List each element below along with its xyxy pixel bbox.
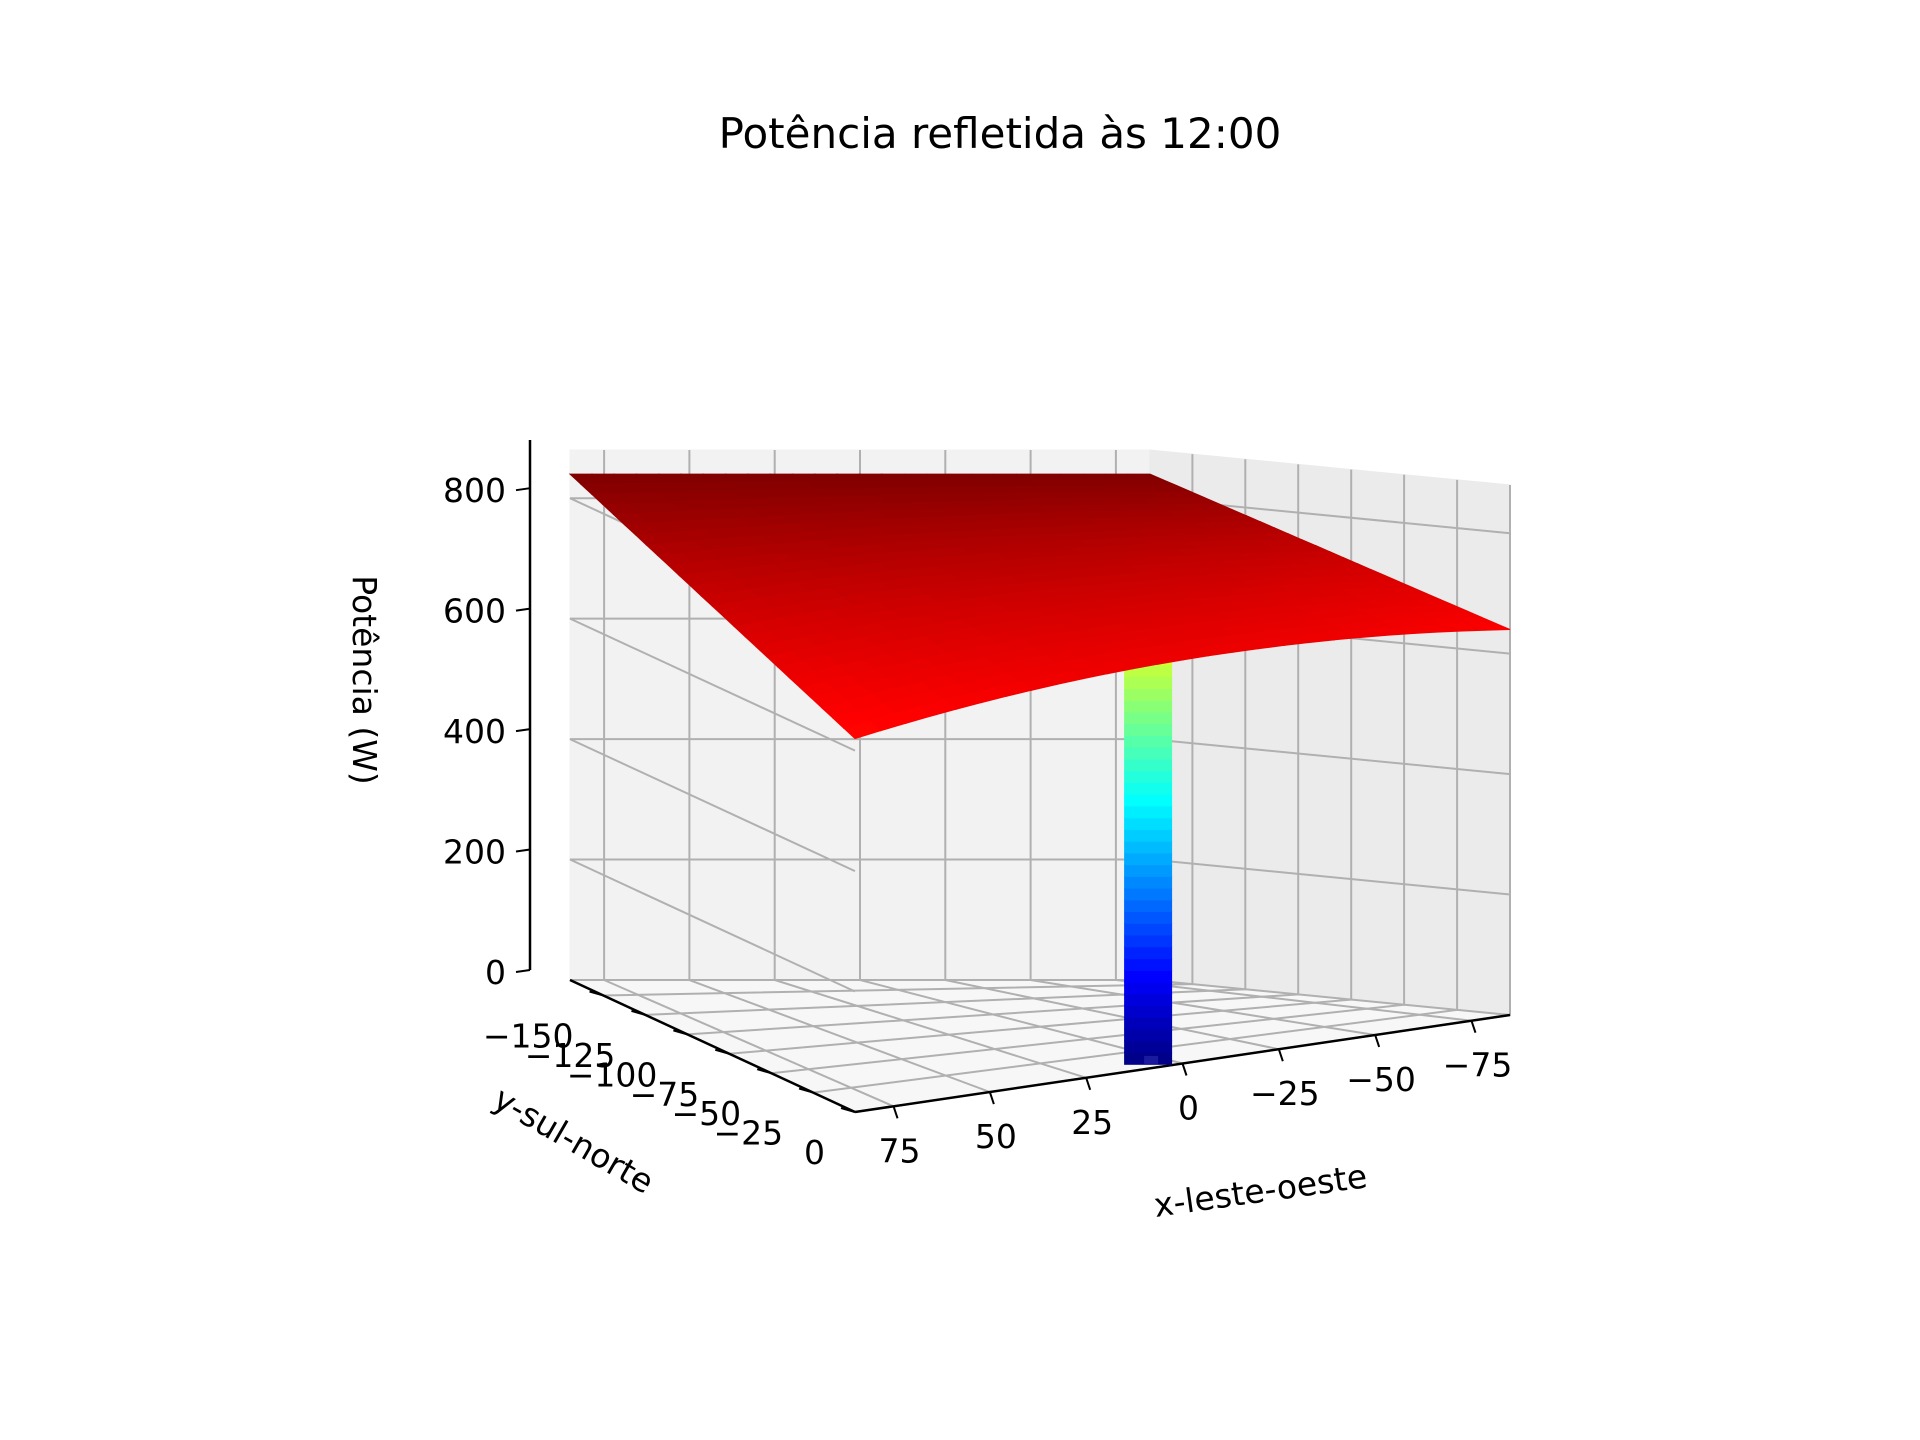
y-tick-mark-4 — [756, 1068, 772, 1075]
well-band-27 — [1124, 735, 1173, 748]
well-band-5 — [1124, 993, 1173, 1007]
tick-labels: 75 50 25 0 −25 −50 −75−150−125−100−75−50−25 002… — [443, 471, 1512, 1172]
y-tick-label-6: 0 — [804, 1133, 825, 1172]
y-tick-label-5: −25 — [713, 1114, 783, 1153]
well-band-22 — [1124, 793, 1173, 807]
well-band-30 — [1124, 699, 1173, 713]
x-tick-label-4: −25 — [1250, 1074, 1320, 1113]
well-band-8 — [1124, 958, 1173, 971]
well-band-28 — [1124, 723, 1173, 736]
x-tick-mark-0 — [892, 1105, 899, 1119]
well-band-13 — [1124, 899, 1173, 913]
y-tick-label-2: −100 — [567, 1055, 658, 1094]
z-tick-mark-4 — [515, 487, 531, 492]
well-band-21 — [1124, 805, 1173, 819]
x-tick-label-0: 75 — [879, 1131, 921, 1170]
well-band-20 — [1124, 817, 1173, 830]
x-tick-label-1: 50 — [975, 1117, 1017, 1156]
well-band-25 — [1124, 758, 1173, 772]
x-tick-mark-6 — [1470, 1020, 1477, 1034]
surface-mesh — [568, 473, 1511, 740]
x-tick-mark-2 — [1085, 1077, 1092, 1091]
well-band-18 — [1124, 840, 1173, 854]
z-tick-label-2: 400 — [443, 712, 506, 751]
x-axis-label: x-leste-oeste — [1151, 1156, 1369, 1225]
x-tick-mark-5 — [1374, 1034, 1381, 1048]
well-band-17 — [1124, 852, 1173, 866]
well-band-12 — [1124, 911, 1173, 924]
x-tick-mark-4 — [1277, 1048, 1284, 1062]
z-tick-label-1: 200 — [443, 833, 506, 872]
chart-title: Potência refletida às 12:00 — [719, 109, 1282, 158]
well-band-14 — [1124, 887, 1173, 901]
well-band-16 — [1124, 864, 1173, 877]
x-tick-label-6: −75 — [1443, 1046, 1513, 1085]
well-band-31 — [1124, 688, 1173, 701]
y-tick-label-3: −75 — [630, 1075, 700, 1114]
x-tick-label-3: 0 — [1178, 1089, 1199, 1128]
gridline-z-1 — [569, 858, 1511, 993]
well-band-9 — [1124, 946, 1173, 960]
z-tick-mark-3 — [515, 607, 531, 612]
well-band-10 — [1124, 934, 1173, 948]
y-tick-mark-0 — [589, 990, 604, 997]
well-bottom — [1144, 1055, 1159, 1064]
well-band-26 — [1124, 746, 1173, 760]
z-tick-mark-2 — [515, 728, 531, 733]
x-tick-mark-1 — [988, 1091, 995, 1105]
y-tick-label-1: −125 — [525, 1036, 616, 1075]
y-tick-mark-2 — [673, 1029, 688, 1036]
well-band-4 — [1124, 1005, 1173, 1018]
well-band-23 — [1124, 782, 1173, 795]
well-band-2 — [1124, 1028, 1173, 1042]
y-tick-label-4: −50 — [672, 1094, 742, 1133]
well-band-19 — [1124, 829, 1173, 842]
x-tick-label-5: −50 — [1346, 1060, 1416, 1099]
well-band-24 — [1124, 770, 1173, 783]
well-band-11 — [1124, 922, 1173, 936]
x-tick-mark-3 — [1181, 1063, 1188, 1076]
well-band-29 — [1124, 711, 1173, 725]
gridline-z-2 — [569, 738, 1511, 873]
y-tick-label-0: −150 — [483, 1017, 574, 1056]
z-tick-mark-0 — [515, 969, 531, 973]
y-tick-mark-6 — [840, 1107, 856, 1113]
well-band-1 — [1124, 1040, 1173, 1054]
surface-cell-25-25 — [843, 720, 882, 740]
y-tick-mark-5 — [798, 1087, 814, 1094]
well-band-6 — [1124, 981, 1173, 995]
z-tick-label-3: 600 — [443, 592, 506, 631]
z-tick-mark-1 — [515, 848, 531, 853]
x-tick-label-2: 25 — [1071, 1103, 1113, 1142]
z-tick-label-0: 0 — [485, 953, 506, 992]
z-axis-label: Potência (W) — [345, 575, 384, 784]
well-band-32 — [1124, 676, 1173, 689]
well-band-15 — [1124, 875, 1173, 889]
z-tick-label-4: 800 — [443, 471, 506, 510]
y-tick-mark-1 — [631, 1009, 646, 1016]
well-band-7 — [1124, 969, 1173, 983]
well-band-3 — [1124, 1016, 1173, 1030]
y-tick-mark-3 — [714, 1048, 730, 1055]
